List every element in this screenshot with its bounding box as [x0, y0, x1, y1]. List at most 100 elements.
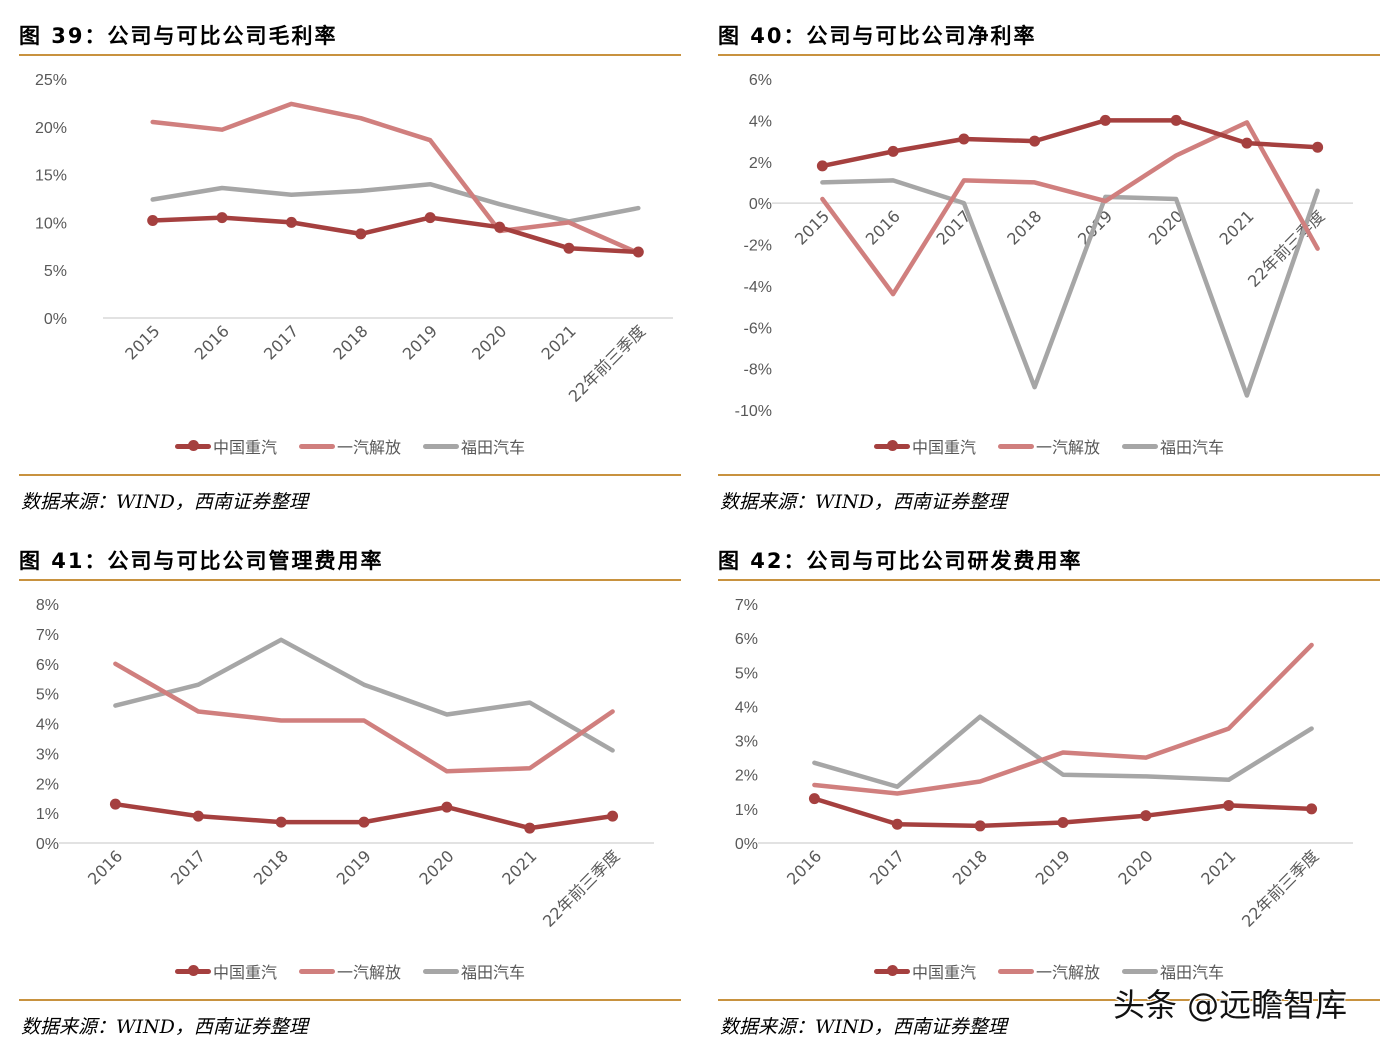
y-tick-label: 0%: [44, 311, 67, 328]
y-tick-label: 6%: [749, 72, 772, 89]
legend-line-icon: [997, 443, 1034, 449]
legend-line-icon: [1122, 968, 1158, 974]
source-rule: [19, 999, 681, 1001]
data-point: [424, 212, 436, 224]
series-line-foton: [150, 181, 641, 224]
y-tick-label: 7%: [36, 627, 59, 644]
legend-label: 福田汽车: [461, 438, 526, 457]
chart-title: 图 41：公司与可比公司管理费用率: [19, 549, 384, 573]
legend-item-faw: 一汽解放: [997, 434, 1100, 458]
legend-item-sinotruk: 中国重汽: [873, 434, 976, 458]
legend-line-icon: [298, 443, 335, 449]
chart-legend: 中国重汽 一汽解放 福田汽车: [19, 959, 681, 983]
legend-item-foton: 福田汽车: [423, 434, 525, 458]
data-point: [1223, 799, 1235, 811]
legend-line-marker-icon: [174, 440, 211, 451]
line-chart: 0% 1% 2% 3% 4% 5% 6% 7% 8% 2016 2017 2018 2019 2020 20…: [36, 597, 654, 931]
line-chart: 0% 5% 10% 15% 20% 25% 2015 2016 2017 2018 2019 2020…: [35, 72, 673, 406]
y-tick-label: -10%: [735, 403, 772, 420]
data-source-note: 数据来源：WIND，西南证券整理: [21, 1016, 308, 1038]
legend-item-foton: 福田汽车: [423, 959, 525, 983]
x-tick-label: 22年前三季度: [539, 846, 623, 930]
series-line-foton: [812, 714, 1314, 789]
data-source-note: 数据来源：WIND，西南证券整理: [21, 491, 308, 513]
title-rule: [718, 54, 1380, 56]
chart-title: 图 42：公司与可比公司研发费用率: [718, 549, 1083, 573]
y-tick-label: 10%: [35, 215, 67, 232]
legend-item-faw: 一汽解放: [298, 959, 401, 983]
data-point: [109, 798, 121, 810]
y-tick-label: 15%: [35, 168, 67, 185]
data-point: [1140, 810, 1152, 822]
x-tick-label: 2019: [399, 321, 441, 363]
y-tick-label: 4%: [749, 113, 772, 130]
line-chart: -10%-8%-6%-4%-2%0%2%4%6%2015 2016 2017 2018…: [735, 72, 1353, 420]
source-rule: [19, 474, 681, 476]
x-tick-label: 2017: [866, 846, 908, 888]
y-tick-label: 2%: [735, 768, 758, 785]
x-tick-label: 2020: [1114, 846, 1156, 888]
y-tick-label: 1%: [735, 802, 758, 819]
legend-label: 一汽解放: [336, 963, 401, 982]
series-line-faw: [150, 101, 641, 256]
y-tick-label: -8%: [744, 362, 772, 379]
x-tick-label: 2018: [250, 846, 292, 888]
y-tick-label: 2%: [36, 776, 59, 793]
series-line-sinotruk: [820, 118, 1320, 169]
title-rule: [19, 579, 681, 581]
data-point: [974, 820, 986, 832]
x-tick-label: 2016: [84, 846, 126, 888]
title-rule: [19, 54, 681, 56]
data-point: [358, 816, 370, 828]
x-tick-label: 2015: [121, 321, 163, 363]
data-point: [958, 133, 970, 145]
x-tick-label: 2018: [329, 321, 371, 363]
legend-line-marker-icon: [873, 965, 910, 976]
legend-label: 一汽解放: [1035, 438, 1100, 457]
series-line-faw: [113, 661, 615, 774]
chart-title: 图 39：公司与可比公司毛利率: [19, 24, 338, 48]
x-tick-label: 2018: [1003, 207, 1045, 249]
y-tick-label: 0%: [36, 836, 59, 853]
x-tick-label: 22年前三季度: [1238, 846, 1322, 930]
series-line-sinotruk: [150, 215, 641, 255]
legend-label: 福田汽车: [1160, 438, 1225, 457]
data-point: [1241, 137, 1253, 149]
y-tick-label: 4%: [36, 717, 59, 734]
data-point: [216, 212, 228, 224]
x-tick-label: 2020: [468, 321, 510, 363]
y-tick-label: 7%: [735, 597, 758, 614]
legend-line-marker-icon: [174, 965, 211, 976]
data-source-note: 数据来源：WIND，西南证券整理: [720, 1016, 1007, 1038]
chart-legend: 中国重汽 一汽解放 福田汽车: [718, 959, 1380, 983]
data-point: [285, 216, 297, 228]
legend-item-foton: 福田汽车: [1122, 959, 1224, 983]
legend-item-sinotruk: 中国重汽: [174, 959, 277, 983]
legend-item-sinotruk: 中国重汽: [174, 434, 277, 458]
data-point: [816, 160, 828, 172]
series-line-foton: [820, 178, 1320, 398]
data-point: [192, 810, 204, 822]
chart-panel-net-margin: 图 40：公司与可比公司净利率 -10% -8% -6% -4% -2% 0% 2% 4% 6%…: [718, 0, 1380, 520]
series-line-faw: [820, 120, 1320, 297]
y-tick-label: 5%: [735, 665, 758, 682]
y-tick-label: -6%: [744, 320, 772, 337]
x-tick-label: 2016: [783, 846, 825, 888]
y-tick-label: 6%: [735, 631, 758, 648]
x-tick-label: 2019: [333, 846, 375, 888]
chart-panel-gross-margin: 图 39：公司与可比公司毛利率 0% 5% 10% 15% 20% 25% 2015 2016…: [19, 0, 681, 520]
legend-item-foton: 福田汽车: [1122, 434, 1224, 458]
source-rule: [718, 474, 1380, 476]
legend-line-icon: [997, 968, 1034, 974]
data-point: [1306, 803, 1318, 815]
x-tick-label: 2021: [498, 846, 540, 888]
legend-line-icon: [423, 968, 459, 974]
data-point: [1057, 817, 1069, 829]
x-tick-label: 2021: [1215, 207, 1257, 249]
legend-line-marker-icon: [873, 440, 910, 451]
y-tick-label: 5%: [36, 687, 59, 704]
data-point: [355, 228, 367, 240]
data-point: [1029, 135, 1041, 147]
legend-label: 中国重汽: [911, 438, 976, 457]
data-point: [607, 810, 619, 822]
